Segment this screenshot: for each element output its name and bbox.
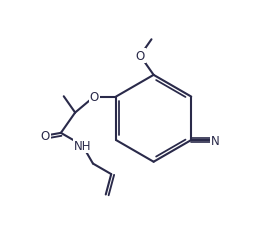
Text: NH: NH bbox=[74, 139, 91, 152]
Text: N: N bbox=[211, 134, 220, 147]
Text: O: O bbox=[90, 91, 99, 104]
Text: O: O bbox=[40, 130, 50, 142]
Text: O: O bbox=[136, 50, 145, 63]
